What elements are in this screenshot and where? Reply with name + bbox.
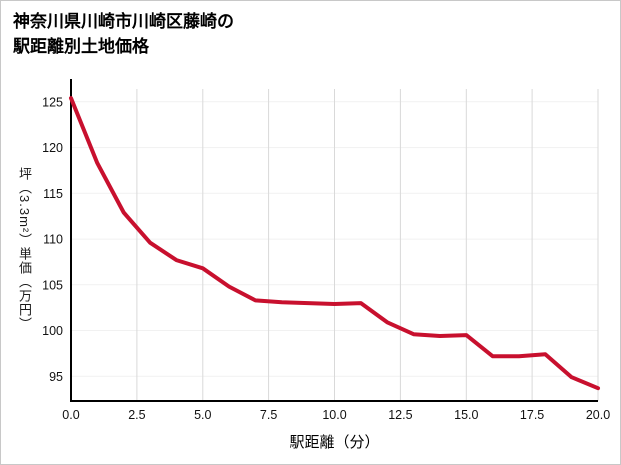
- svg-text:12.5: 12.5: [388, 408, 412, 422]
- svg-text:105: 105: [42, 278, 63, 292]
- svg-text:17.5: 17.5: [520, 408, 544, 422]
- svg-text:125: 125: [42, 95, 63, 109]
- line-chart: 95 100 105 110 115 120 125 0.0 2.5 5.0 7.5 10.0 12.5…: [42, 79, 610, 422]
- price-line: [69, 96, 600, 391]
- svg-text:20.0: 20.0: [586, 408, 610, 422]
- svg-text:100: 100: [42, 324, 63, 338]
- y-tick-labels: 95 100 105 110 115 120 125: [42, 95, 63, 384]
- svg-text:110: 110: [43, 233, 63, 247]
- svg-text:7.5: 7.5: [260, 408, 277, 422]
- svg-text:115: 115: [43, 187, 63, 201]
- y-axis-label: 坪（3.3m²）単価（万円）: [17, 166, 32, 332]
- svg-text:2.5: 2.5: [128, 408, 145, 422]
- svg-text:10.0: 10.0: [322, 408, 346, 422]
- svg-text:120: 120: [42, 141, 63, 155]
- chart-title-line1: 神奈川県川崎市川崎区藤崎の: [13, 12, 234, 31]
- svg-text:95: 95: [49, 370, 63, 384]
- svg-text:0.0: 0.0: [62, 408, 79, 422]
- x-axis-label: 駅距離（分）: [289, 434, 380, 451]
- svg-text:15.0: 15.0: [454, 408, 478, 422]
- chart-title-line2: 駅距離別土地価格: [13, 36, 149, 56]
- svg-text:5.0: 5.0: [194, 408, 211, 422]
- x-tick-labels: 0.0 2.5 5.0 7.5 10.0 12.5 15.0 17.5 20.0: [62, 408, 610, 422]
- chart-title: 神奈川県川崎市川崎区藤崎の 駅距離別土地価格: [13, 10, 234, 59]
- v-gridlines: [70, 89, 599, 401]
